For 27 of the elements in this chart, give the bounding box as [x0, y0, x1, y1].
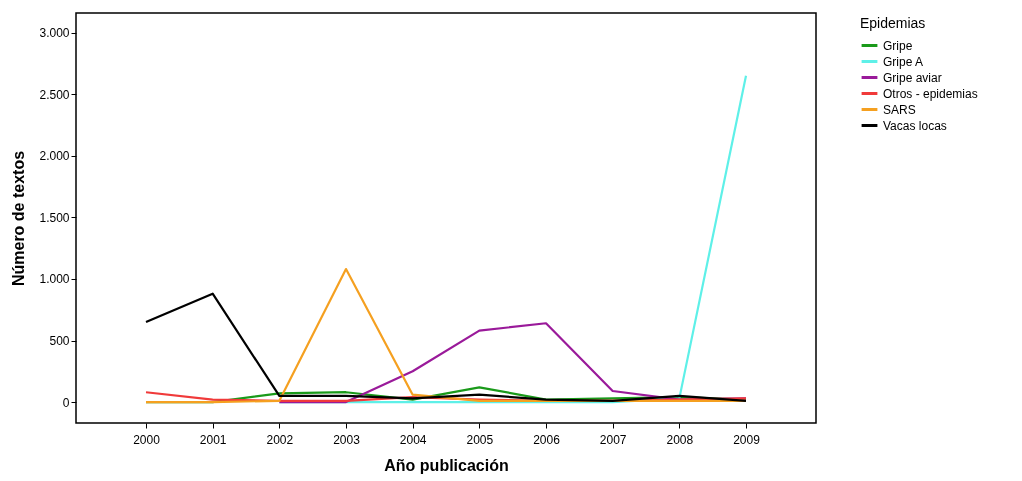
- x-tick-label: 2001: [199, 432, 227, 447]
- y-tick-label: 500: [49, 334, 70, 349]
- legend-label: Gripe A: [883, 54, 924, 69]
- legend-label: Vacas locas: [883, 118, 947, 133]
- x-axis-title: Año publicación: [384, 456, 509, 474]
- x-tick-label: 2006: [533, 432, 561, 447]
- x-tick-label: 2002: [266, 432, 294, 447]
- y-tick-label: 3.000: [39, 26, 70, 41]
- legend-label: Gripe: [883, 38, 913, 53]
- x-tick-label: 2009: [733, 432, 761, 447]
- x-tick-label: 2008: [666, 432, 694, 447]
- y-tick-label: 2.000: [39, 149, 70, 164]
- y-tick-label: 1.500: [39, 210, 70, 225]
- y-axis-title: Número de textos: [10, 150, 28, 287]
- legend-label: Gripe aviar: [883, 70, 942, 85]
- x-tick-label: 2000: [133, 432, 161, 447]
- legend-label: Otros - epidemias: [883, 86, 978, 101]
- y-tick-label: 0: [62, 395, 70, 410]
- x-tick-label: 2005: [466, 432, 494, 447]
- y-tick-label: 1.000: [39, 272, 70, 287]
- x-tick-label: 2004: [399, 432, 427, 447]
- line-series: [144, 292, 748, 402]
- x-tick-label: 2007: [599, 432, 627, 447]
- legend-label: SARS: [883, 102, 916, 117]
- x-tick-label: 2003: [333, 432, 361, 447]
- y-tick-label: 2.500: [39, 87, 70, 102]
- legend-title: Epidemias: [860, 15, 926, 31]
